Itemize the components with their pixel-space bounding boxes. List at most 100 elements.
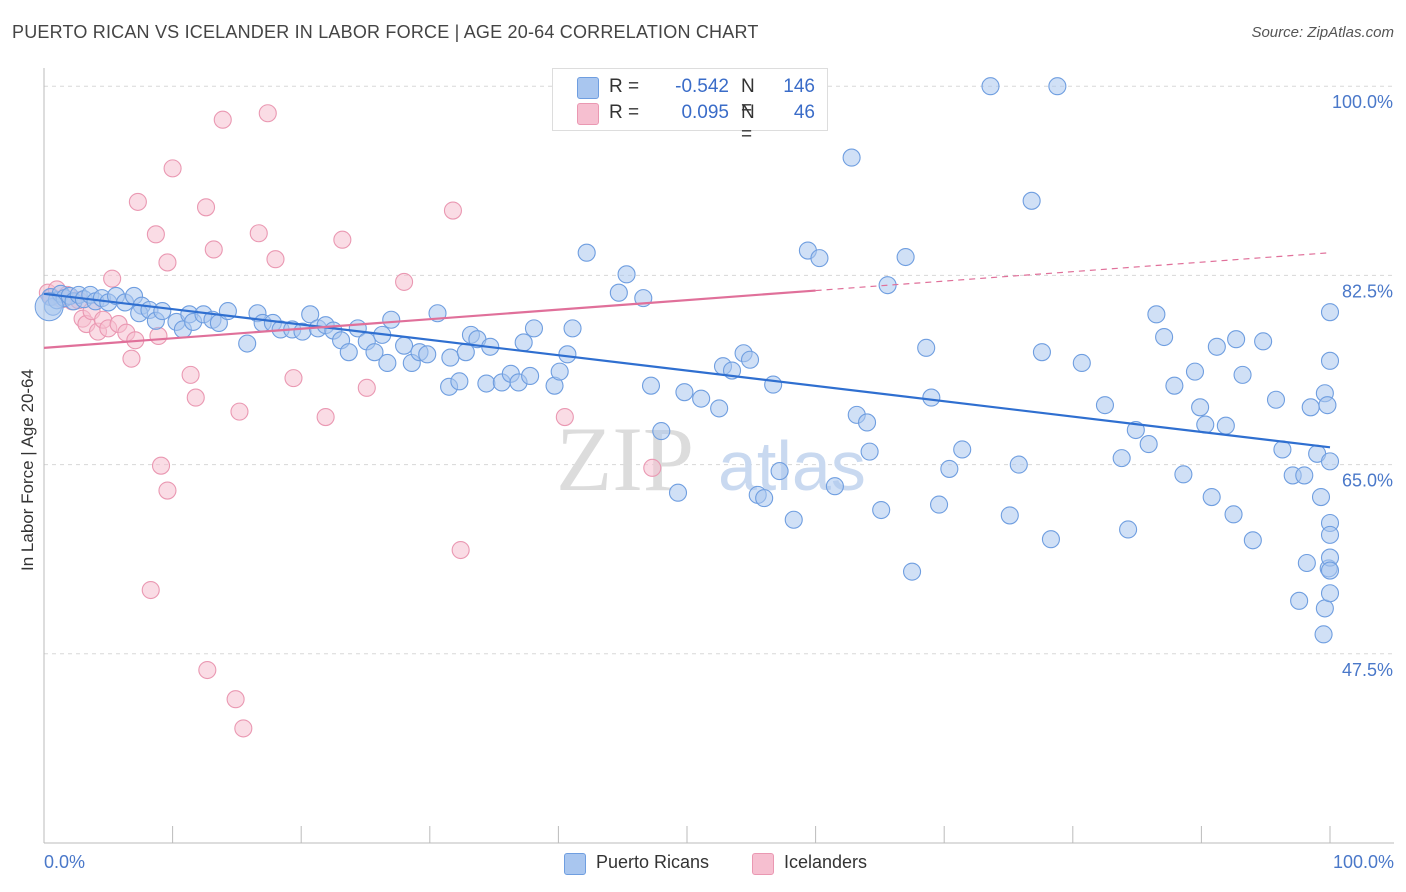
data-point-puerto-rican (524, 319, 544, 338)
data-point-puerto-rican (1041, 530, 1060, 549)
legend-n-label: N = (741, 102, 755, 145)
data-point-puerto-rican (1072, 353, 1091, 373)
data-point-puerto-rican (857, 413, 877, 432)
data-point-puerto-rican (1032, 343, 1051, 362)
data-point-puerto-rican (1273, 440, 1292, 459)
source-credit: Source: ZipAtlas.com (1251, 24, 1394, 41)
data-point-puerto-rican (301, 305, 320, 324)
data-point-puerto-rican (1191, 398, 1210, 417)
trend-line-puerto-ricans (43, 292, 1331, 449)
data-point-icelander (158, 481, 177, 500)
data-point-puerto-rican (1320, 351, 1340, 370)
data-point-puerto-rican (514, 333, 533, 352)
data-point-icelander (258, 104, 277, 123)
data-point-puerto-rican (1314, 625, 1333, 644)
series-swatch-blue (564, 853, 586, 875)
data-point-puerto-rican (1295, 466, 1314, 485)
data-point-puerto-rican (953, 440, 972, 459)
data-point-icelander (451, 540, 470, 560)
data-point-puerto-rican (395, 336, 414, 355)
data-point-icelander (141, 580, 160, 600)
data-point-icelander (266, 250, 285, 269)
series-legend: Puerto Ricans Icelanders (0, 852, 1406, 878)
data-point-puerto-rican (1224, 505, 1243, 524)
data-point-puerto-rican (917, 338, 936, 357)
data-point-puerto-rican (1022, 191, 1041, 210)
data-point-icelander (555, 407, 574, 427)
data-point-puerto-rican (1174, 465, 1193, 484)
data-point-puerto-rican (1297, 553, 1316, 573)
data-point-icelander (103, 269, 122, 288)
data-point-puerto-rican (860, 442, 879, 461)
series-label: Icelanders (784, 852, 868, 872)
data-point-puerto-rican (378, 353, 397, 373)
data-point-puerto-rican (1126, 420, 1145, 440)
legend-n-value: 146 (783, 76, 815, 97)
data-point-icelander (213, 110, 232, 129)
data-point-puerto-rican (339, 343, 358, 362)
legend-r-value: 0.095 (681, 102, 729, 123)
data-point-puerto-rican (1320, 452, 1340, 471)
data-point-puerto-rican (770, 462, 789, 481)
data-point-puerto-rican (825, 477, 844, 496)
data-point-puerto-rican (153, 302, 172, 321)
x-tick-label-max: 100.0% (1332, 852, 1394, 872)
data-point-puerto-rican (922, 388, 941, 407)
data-point-icelander (204, 240, 223, 259)
watermark-atlas: atlas (718, 427, 866, 505)
y-tick-label: 47.5% (1342, 660, 1393, 680)
data-point-puerto-rican (1311, 487, 1331, 507)
data-point-puerto-rican (930, 495, 949, 514)
y-tick-labels: 100.0% 82.5% 65.0% 47.5% (1332, 92, 1393, 680)
data-point-icelander (122, 349, 141, 368)
data-point-puerto-rican (238, 334, 257, 353)
data-point-icelander (181, 365, 200, 384)
data-point-puerto-rican (1320, 525, 1340, 544)
data-point-puerto-rican (872, 500, 891, 520)
data-point-puerto-rican (382, 310, 401, 329)
data-point-puerto-rican (1155, 327, 1174, 347)
data-point-puerto-rican (784, 510, 803, 529)
y-tick-label: 82.5% (1342, 281, 1393, 301)
data-point-puerto-rican (1318, 396, 1337, 415)
legend-r-value: -0.542 (675, 76, 729, 97)
data-point-puerto-rican (810, 249, 829, 268)
data-point-puerto-rican (652, 422, 671, 441)
data-point-icelander (158, 253, 177, 272)
data-point-puerto-rican (441, 348, 460, 367)
data-point-puerto-rican (1165, 376, 1184, 395)
data-point-puerto-rican (1202, 487, 1221, 507)
data-point-icelander (196, 198, 216, 217)
data-point-puerto-rican (577, 243, 596, 262)
data-point-puerto-rican (609, 283, 628, 302)
data-point-icelander (234, 719, 253, 738)
data-point-puerto-rican (1266, 390, 1286, 409)
trend-line-icelanders (43, 289, 816, 349)
data-point-icelander (316, 407, 335, 427)
stats-legend: R = -0.542 N = 146 R = 0.095 N = 46 (552, 68, 828, 145)
data-point-icelander (333, 230, 352, 249)
data-point-puerto-rican (981, 77, 1000, 96)
data-point-cluster (34, 292, 64, 322)
data-point-puerto-rican (896, 247, 915, 267)
data-point-puerto-rican (1112, 449, 1131, 468)
data-point-puerto-rican (450, 372, 469, 391)
data-point-icelander (443, 201, 462, 220)
data-point-puerto-rican (641, 376, 661, 395)
data-point-puerto-rican (740, 350, 760, 369)
data-point-icelander (163, 159, 182, 178)
data-point-icelander (151, 456, 171, 475)
legend-r-label: R = (609, 76, 640, 97)
data-point-puerto-rican (902, 562, 922, 581)
data-point-puerto-rican (563, 319, 582, 338)
data-point-puerto-rican (1233, 365, 1252, 384)
data-point-puerto-rican (764, 375, 783, 394)
data-point-icelander (226, 690, 245, 709)
data-point-puerto-rican (1000, 506, 1019, 525)
data-point-puerto-rican (1147, 305, 1166, 324)
y-tick-label: 65.0% (1342, 471, 1393, 491)
data-point-puerto-rican (1320, 561, 1340, 580)
data-point-puerto-rican (842, 148, 861, 167)
data-point-puerto-rican (1119, 520, 1138, 539)
